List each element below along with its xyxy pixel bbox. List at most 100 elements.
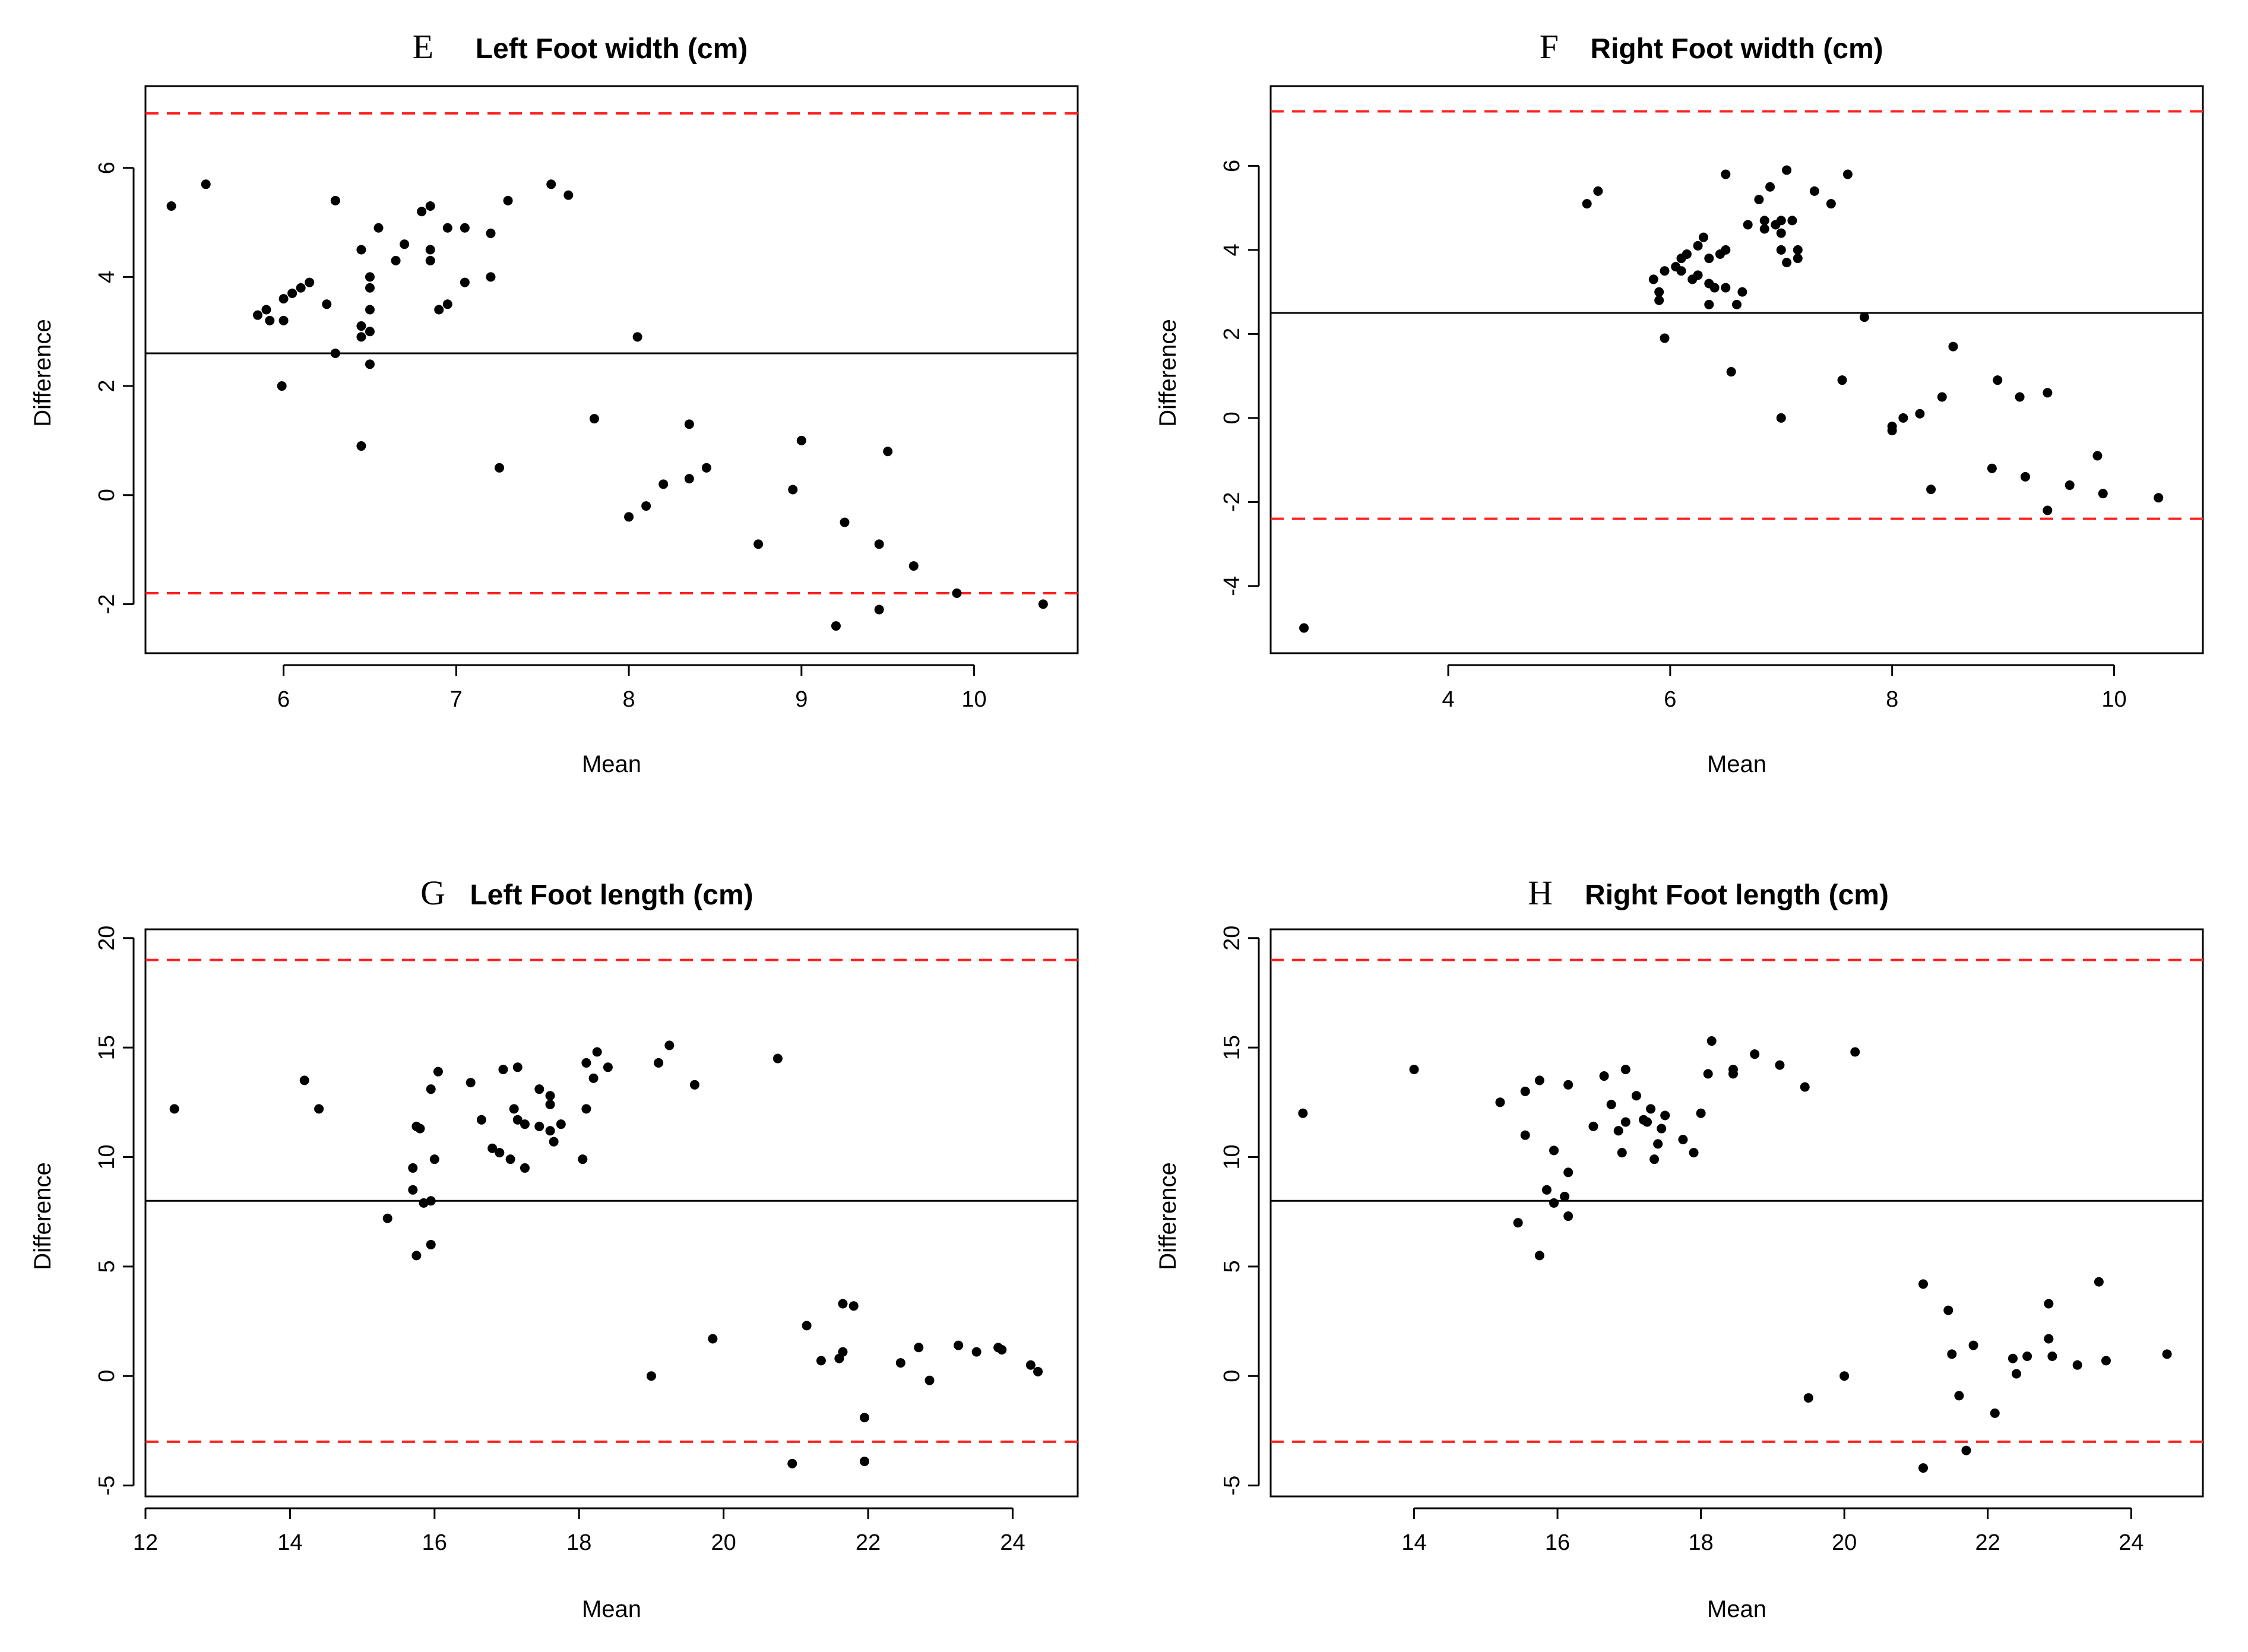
data-point [1918,1463,1928,1473]
data-point [505,1154,515,1164]
data-point [796,435,806,445]
y-axis-label: Difference [1155,1162,1181,1270]
data-point [305,277,315,287]
data-point [1809,186,1819,196]
data-point [2154,493,2164,503]
data-point [356,441,366,451]
x-tick-label: 9 [795,687,808,712]
data-point [1563,1080,1573,1090]
data-point [1993,375,2003,385]
x-tick-label: 18 [566,1530,591,1555]
data-point [1298,1108,1308,1118]
data-point [578,1154,588,1164]
x-tick-label: 22 [1975,1530,2000,1555]
data-point [1676,266,1686,276]
data-point [708,1334,718,1344]
y-tick-label: -2 [1220,492,1245,512]
data-point [624,512,634,522]
data-point [466,1078,476,1088]
data-point [512,1062,523,1072]
data-point [1937,392,1947,402]
data-point [365,327,375,337]
y-tick-label: 0 [94,1370,119,1382]
data-point [664,1040,675,1050]
x-tick-label: 10 [2101,687,2126,712]
data-point [1839,1371,1850,1381]
panel-title: Left Foot length (cm) [470,879,753,911]
data-point [1409,1064,1419,1074]
data-point [2015,392,2025,402]
data-point [1787,216,1797,226]
data-point [1620,1117,1630,1127]
data-point [581,1104,591,1114]
data-point [1646,1104,1656,1114]
panel-letter: H [1528,874,1553,912]
data-point [1682,249,1692,259]
data-point [2092,451,2103,461]
data-point [1696,1108,1706,1118]
data-point [1606,1099,1616,1109]
data-point [1563,1211,1573,1221]
data-point [1782,165,1792,175]
data-point [1954,1391,1964,1401]
data-point [1990,1408,2000,1418]
data-point [534,1121,544,1131]
data-point [1560,1191,1570,1201]
x-tick-label: 12 [133,1530,158,1555]
data-point [603,1062,613,1072]
y-axis-label: Difference [1155,319,1181,427]
x-tick-label: 20 [1832,1530,1857,1555]
data-point [365,359,375,369]
data-point [1660,333,1670,343]
data-point [788,485,798,495]
data-point [2098,489,2108,499]
data-point [545,1091,555,1101]
data-point [2072,1360,2082,1370]
x-tick-label: 8 [1886,687,1898,712]
data-point [1759,224,1769,234]
data-point [1800,1082,1810,1092]
data-point [330,195,340,205]
data-point [365,272,375,282]
data-point [476,1115,486,1125]
data-point [1520,1130,1530,1140]
data-point [997,1344,1007,1354]
data-point [1947,1349,1957,1359]
data-point [883,447,893,457]
data-point [365,305,375,315]
panel-letter: G [420,874,445,912]
data-point [1968,1340,1978,1350]
data-point [509,1104,519,1114]
x-axis-label: Mean [1707,751,1766,777]
data-point [486,228,496,238]
x-tick-label: 6 [277,687,290,712]
data-point [278,315,289,325]
panel-title: Right Foot length (cm) [1585,879,1889,911]
data-point [1776,216,1786,226]
data-point [1038,599,1048,609]
data-point [356,245,366,255]
x-tick-label: 22 [856,1530,881,1555]
data-point [520,1119,530,1129]
data-point [848,1301,859,1311]
data-point [433,1066,443,1077]
data-point [1549,1145,1559,1156]
x-tick-label: 7 [450,687,463,712]
data-point [495,1148,505,1158]
data-point [2065,480,2075,490]
y-tick-label: 15 [94,1035,119,1060]
plot-frame [144,85,1079,654]
data-point [425,245,435,255]
panel-h: H Right Foot length (cm) Mean Difference… [1155,874,2204,1622]
data-point [426,1084,436,1094]
x-tick-label: 4 [1442,687,1454,712]
x-tick-label: 20 [711,1530,736,1555]
data-point [1721,283,1731,293]
x-axis-label: Mean [582,1596,641,1622]
data-point [802,1321,812,1331]
x-tick-label: 14 [1401,1530,1426,1555]
data-point [971,1347,981,1357]
data-point [1642,1117,1652,1127]
data-point [429,1154,439,1164]
x-tick-label: 24 [2119,1530,2143,1555]
